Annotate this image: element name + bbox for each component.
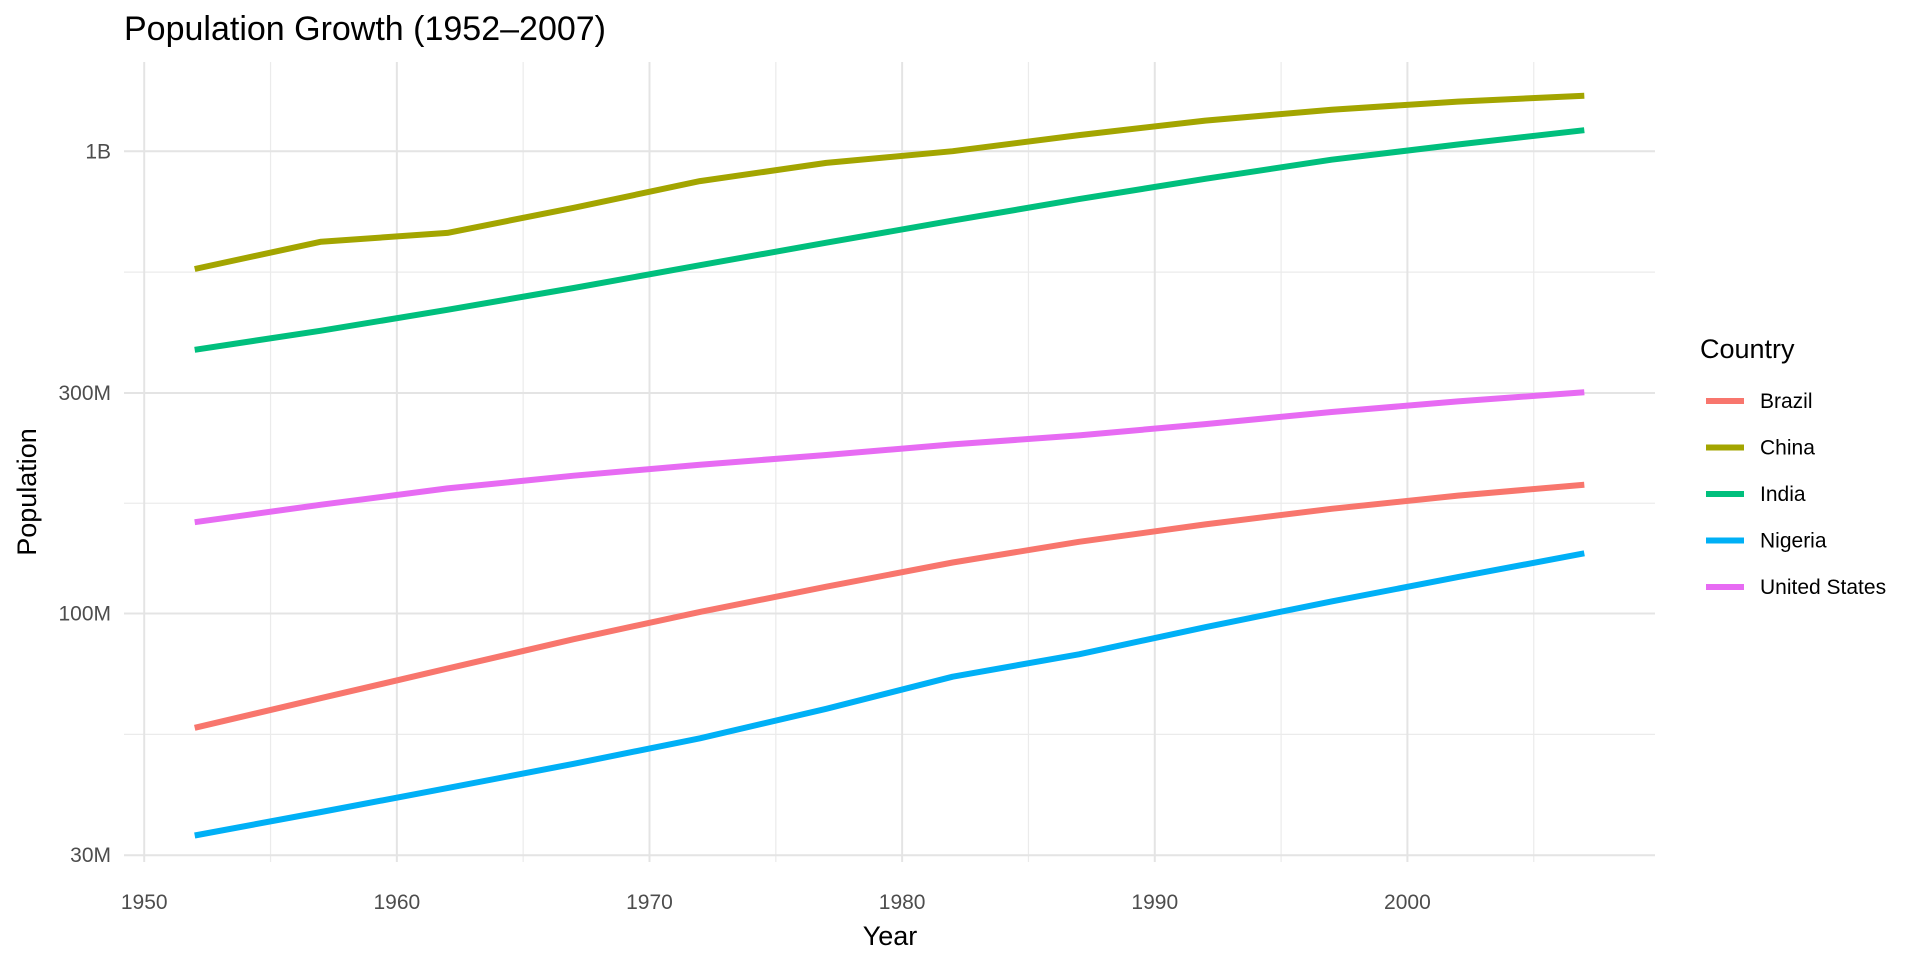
y-axis-ticks: 30M 100M 300M 1B bbox=[58, 140, 111, 867]
legend-items: Brazil China India Nigeria United States bbox=[1706, 390, 1886, 599]
series-line-india bbox=[194, 127, 1585, 353]
legend-item-united-states: United States bbox=[1706, 576, 1886, 599]
series-line-china bbox=[194, 92, 1585, 272]
chart-title: Population Growth (1952–2007) bbox=[124, 10, 606, 48]
y-axis-title: Population bbox=[12, 428, 42, 556]
legend-title: Country bbox=[1700, 334, 1795, 364]
x-tick-label: 1980 bbox=[879, 891, 926, 914]
minor-gridlines bbox=[124, 62, 1655, 862]
x-tick-label: 1950 bbox=[121, 891, 168, 914]
legend-label: Brazil bbox=[1760, 390, 1813, 413]
legend: Country Brazil China India Nigeria United St… bbox=[1700, 334, 1886, 599]
x-tick-label: 2000 bbox=[1384, 891, 1431, 914]
legend-item-china: China bbox=[1706, 437, 1815, 460]
x-axis-title: Year bbox=[863, 921, 918, 951]
x-tick-label: 1960 bbox=[373, 891, 420, 914]
series-line-united-states bbox=[194, 389, 1585, 526]
y-tick-label: 1B bbox=[85, 140, 111, 163]
x-tick-label: 1990 bbox=[1131, 891, 1178, 914]
series-line-nigeria bbox=[194, 550, 1585, 839]
y-tick-label: 300M bbox=[58, 382, 111, 405]
legend-item-india: India bbox=[1706, 483, 1806, 506]
y-tick-label: 100M bbox=[58, 603, 111, 626]
x-axis-ticks: 1950 1960 1970 1980 1990 2000 bbox=[121, 891, 1431, 914]
y-tick-label: 30M bbox=[70, 844, 111, 867]
legend-item-brazil: Brazil bbox=[1706, 390, 1813, 413]
legend-label: United States bbox=[1760, 576, 1886, 599]
series-line-brazil bbox=[194, 481, 1585, 731]
series-lines bbox=[194, 92, 1585, 839]
legend-label: China bbox=[1760, 437, 1815, 460]
legend-item-nigeria: Nigeria bbox=[1706, 530, 1827, 553]
x-tick-label: 1970 bbox=[626, 891, 673, 914]
legend-label: Nigeria bbox=[1760, 530, 1827, 553]
legend-label: India bbox=[1760, 483, 1806, 506]
